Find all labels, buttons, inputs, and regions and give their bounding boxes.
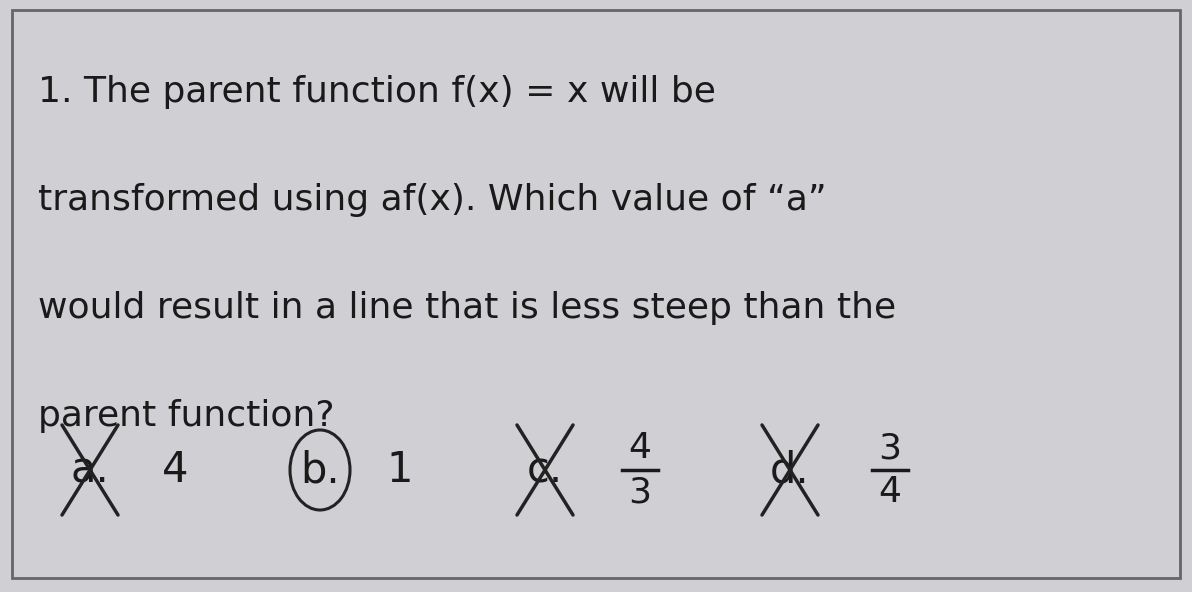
Text: a.: a. (70, 449, 110, 491)
Text: 3: 3 (628, 475, 652, 509)
Text: 1. The parent function f(x) = x will be: 1. The parent function f(x) = x will be (38, 75, 716, 109)
Text: d.: d. (770, 449, 809, 491)
Text: 4: 4 (879, 475, 901, 509)
Text: 4: 4 (162, 449, 188, 491)
Text: would result in a line that is less steep than the: would result in a line that is less stee… (38, 291, 896, 325)
Text: 1: 1 (386, 449, 414, 491)
FancyBboxPatch shape (12, 10, 1180, 578)
Text: b.: b. (300, 449, 340, 491)
Text: parent function?: parent function? (38, 399, 335, 433)
Text: 4: 4 (628, 431, 652, 465)
Text: transformed using af(x). Which value of “a”: transformed using af(x). Which value of … (38, 183, 826, 217)
Text: c.: c. (527, 449, 563, 491)
Text: 3: 3 (879, 431, 901, 465)
